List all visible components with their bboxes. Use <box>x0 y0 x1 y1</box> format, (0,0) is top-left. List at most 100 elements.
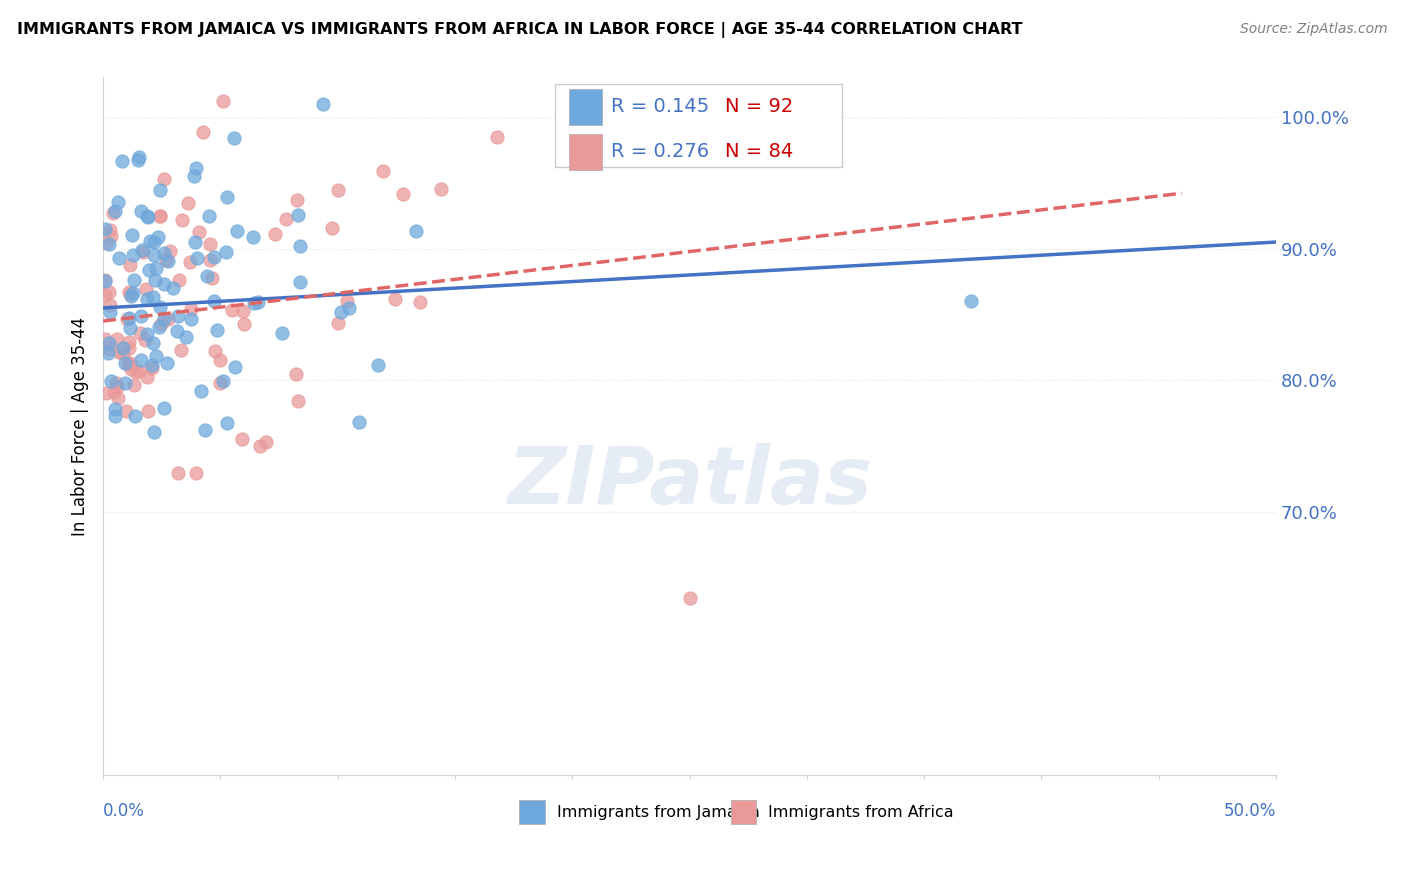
Point <box>231 432 253 446</box>
Point <box>167 309 190 323</box>
Point <box>328 316 350 330</box>
Point <box>131 309 153 323</box>
Point <box>242 230 264 244</box>
Point <box>120 362 142 376</box>
Point <box>174 330 197 344</box>
Text: N = 92: N = 92 <box>724 97 793 116</box>
Point <box>143 273 166 287</box>
Point <box>97 342 120 356</box>
Point <box>104 203 127 218</box>
Point <box>153 312 176 326</box>
Point <box>114 356 136 370</box>
Point <box>129 326 152 341</box>
Point <box>186 161 208 175</box>
Point <box>247 295 270 310</box>
Point <box>94 222 117 236</box>
Point <box>326 183 349 197</box>
Point <box>215 190 238 204</box>
Point <box>97 237 120 252</box>
Point <box>101 206 124 220</box>
Point <box>193 125 215 139</box>
Point <box>100 229 122 244</box>
Point <box>132 245 155 260</box>
Point <box>148 320 170 334</box>
Point <box>143 425 166 440</box>
Text: 50.0%: 50.0% <box>1223 802 1277 820</box>
Point <box>100 374 122 388</box>
Point <box>321 221 343 235</box>
Point <box>122 378 145 392</box>
Point <box>217 416 239 430</box>
Point <box>97 345 120 359</box>
Point <box>312 96 335 111</box>
Point <box>194 423 217 437</box>
Point <box>135 282 157 296</box>
Point <box>287 393 309 408</box>
Point <box>222 131 245 145</box>
Point <box>198 237 221 252</box>
Y-axis label: In Labor Force | Age 35-44: In Labor Force | Age 35-44 <box>72 317 89 536</box>
Point <box>249 439 271 453</box>
Text: 0.0%: 0.0% <box>103 802 145 820</box>
Point <box>201 271 224 285</box>
Point <box>214 245 236 260</box>
Point <box>104 409 127 424</box>
Point <box>122 273 145 287</box>
Point <box>285 368 308 382</box>
Point <box>105 332 128 346</box>
Point <box>141 289 163 303</box>
Point <box>135 292 157 306</box>
Point <box>139 234 162 248</box>
Point <box>186 251 208 265</box>
Point <box>221 303 243 318</box>
Point <box>118 259 141 273</box>
Point <box>94 287 117 301</box>
Point <box>202 250 225 264</box>
Point <box>117 285 139 299</box>
Point <box>134 333 156 347</box>
Point <box>179 255 201 269</box>
Point <box>232 304 254 318</box>
Point <box>409 294 432 309</box>
Point <box>107 344 129 359</box>
Point <box>156 356 179 370</box>
Point <box>264 227 287 242</box>
Point <box>117 357 139 371</box>
Point <box>120 288 142 302</box>
Point <box>186 466 208 480</box>
FancyBboxPatch shape <box>519 800 546 824</box>
Point <box>285 194 308 208</box>
Point <box>271 326 294 340</box>
Point <box>224 359 246 374</box>
Point <box>105 379 128 393</box>
Point <box>122 286 145 301</box>
Point <box>367 358 389 372</box>
Point <box>177 196 200 211</box>
Point <box>146 230 169 244</box>
Point <box>129 352 152 367</box>
Point <box>98 336 121 351</box>
Point <box>111 154 134 169</box>
Point <box>136 326 159 341</box>
Point <box>208 376 231 390</box>
Point <box>153 277 176 291</box>
Point <box>197 209 219 223</box>
FancyBboxPatch shape <box>731 800 756 824</box>
Point <box>371 164 394 178</box>
Point <box>290 275 312 289</box>
Point <box>125 365 148 379</box>
Point <box>131 244 153 258</box>
Point <box>384 292 406 306</box>
Point <box>155 253 177 268</box>
Point <box>233 317 256 331</box>
Point <box>190 384 212 399</box>
Point <box>108 251 131 265</box>
Point <box>212 374 235 388</box>
Point <box>149 183 172 197</box>
Point <box>141 358 163 372</box>
Point <box>149 317 172 331</box>
Point <box>149 210 172 224</box>
Point <box>141 360 163 375</box>
Point <box>117 341 139 355</box>
Point <box>184 235 207 249</box>
